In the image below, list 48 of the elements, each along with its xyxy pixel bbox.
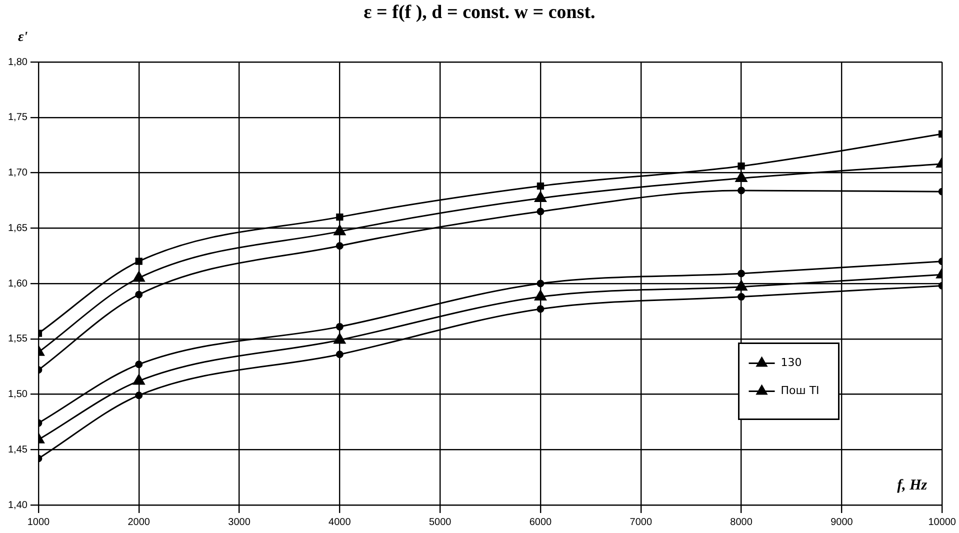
x-tick-label: 4000 — [328, 516, 352, 528]
y-tick-label: 1,50 — [8, 389, 28, 400]
y-tick-label: 1,45 — [8, 444, 28, 456]
x-axis-title: f, Hz — [897, 477, 928, 494]
point — [135, 290, 143, 298]
point — [534, 290, 546, 301]
y-tick-label: 1,55 — [8, 334, 28, 345]
point — [336, 213, 344, 221]
point — [135, 392, 143, 400]
point — [735, 172, 748, 182]
y-tick-label: 1,40 — [8, 500, 28, 511]
point — [536, 208, 544, 216]
point — [735, 280, 748, 291]
point — [738, 270, 746, 278]
y-tick-label: 1,65 — [8, 222, 28, 234]
point — [534, 191, 546, 202]
x-tick-label: 3000 — [228, 516, 251, 528]
point — [336, 350, 344, 358]
point — [738, 293, 746, 301]
point — [738, 186, 746, 194]
y-tick-label: 1,75 — [8, 112, 28, 124]
point — [334, 333, 346, 344]
y-tick-label: 1,70 — [8, 168, 28, 178]
chart-title: ε = f(f ), d = const. w = const. — [362, 2, 596, 24]
y-tick-label: 1,80 — [8, 56, 28, 68]
x-tick-label: 8000 — [730, 516, 753, 528]
x-tick-label: 1000 — [27, 516, 50, 528]
point — [336, 242, 344, 250]
point — [536, 182, 544, 190]
y-axis-title: ε' — [18, 30, 28, 46]
x-tick-label: 7000 — [630, 516, 652, 528]
x-tick-label: 9000 — [830, 516, 854, 528]
point — [536, 305, 544, 313]
point — [135, 360, 143, 368]
x-tick-label: 10000 — [928, 516, 956, 528]
point — [738, 162, 745, 170]
x-tick-label: 6000 — [529, 516, 552, 528]
point — [135, 258, 142, 265]
x-tick-label: 2000 — [128, 516, 150, 528]
x-tick-label: 5000 — [428, 516, 452, 528]
point — [132, 374, 145, 385]
point — [132, 271, 145, 282]
point — [334, 224, 346, 236]
legend-label: 130 — [780, 356, 802, 370]
y-tick-label: 1,60 — [8, 278, 28, 290]
point — [336, 322, 344, 330]
legend-label: Пош TI — [780, 384, 820, 398]
point — [536, 280, 544, 288]
